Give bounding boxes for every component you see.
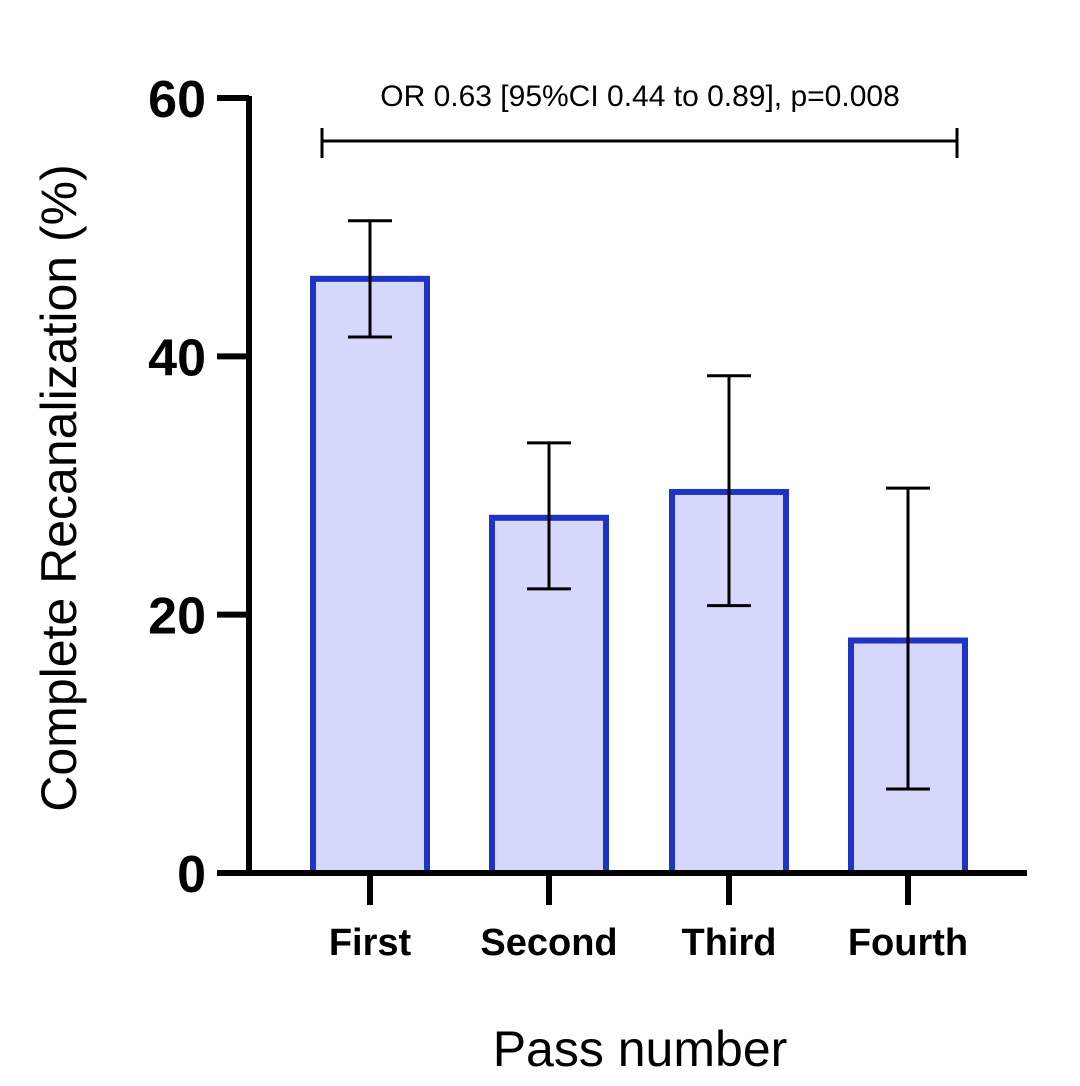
bar-first	[310, 275, 430, 877]
significance-annotation: OR 0.63 [95%CI 0.44 to 0.89], p=0.008	[320, 80, 959, 158]
x-axis-title: Pass number	[493, 1021, 788, 1077]
error-bar-first	[348, 219, 392, 339]
y-axis-title: Complete Recanalization (%)	[31, 164, 87, 812]
y-ticks-group: 0 20 40 60	[148, 71, 249, 904]
y-tick-label-40: 40	[148, 329, 206, 387]
x-tick-label-first: First	[329, 922, 412, 964]
bars-group	[310, 275, 968, 877]
x-tick-label-second: Second	[480, 922, 617, 964]
axes-group	[246, 96, 1027, 876]
y-tick-label-20: 20	[148, 588, 206, 646]
x-ticks-group: First Second Third Fourth	[329, 873, 968, 964]
x-tick-label-fourth: Fourth	[848, 922, 968, 964]
error-bar-fourth	[886, 486, 930, 791]
annotation-text: OR 0.63 [95%CI 0.44 to 0.89], p=0.008	[380, 80, 900, 113]
error-bars-group	[348, 219, 930, 791]
x-tick-label-third: Third	[682, 922, 777, 964]
error-bar-third	[707, 374, 751, 608]
error-bar-second	[527, 441, 571, 591]
y-tick-label-0: 0	[177, 846, 206, 904]
y-tick-label-60: 60	[148, 71, 206, 129]
